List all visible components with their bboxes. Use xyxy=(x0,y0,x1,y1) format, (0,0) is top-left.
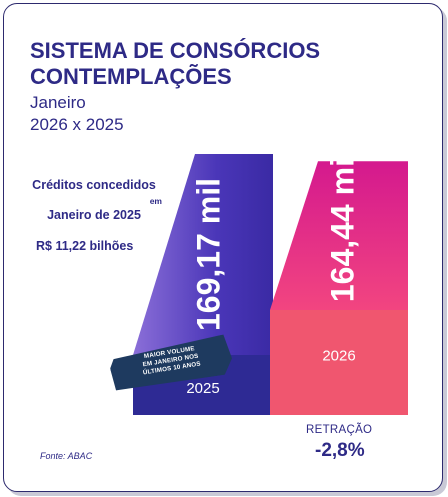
bar-category-label: 2026 xyxy=(322,348,355,365)
subtitle-line-2: 2026 x 2025 xyxy=(30,115,124,134)
summary-label: RETRAÇÃO xyxy=(306,424,373,436)
credits-info: Créditos concedidos em Janeiro de 2025 xyxy=(20,178,168,222)
credits-line-1: Créditos concedidos xyxy=(32,178,156,192)
bar-value-label: 169,17 mil xyxy=(190,178,226,331)
bar-value-label: 164,44 mil xyxy=(324,149,360,302)
subtitle: Janeiro 2026 x 2025 xyxy=(30,92,124,136)
bar-2026-base xyxy=(270,310,408,415)
title-line-1: SISTEMA DE CONSÓRCIOS xyxy=(30,38,321,63)
summary-value: -2,8% xyxy=(315,440,365,461)
title-line-2: CONTEMPLAÇÕES xyxy=(30,64,232,89)
bar-2025-top xyxy=(133,153,273,355)
credits-line-2: Janeiro de 2025 xyxy=(47,208,141,222)
page-title: SISTEMA DE CONSÓRCIOS CONTEMPLAÇÕES xyxy=(30,38,370,90)
source-note: Fonte: ABAC xyxy=(40,451,93,461)
bar-category-label: 2025 xyxy=(186,380,219,397)
bar-2026-top xyxy=(270,161,408,310)
subtitle-line-1: Janeiro xyxy=(30,93,86,112)
credits-em: em xyxy=(149,196,162,206)
credits-amount: R$ 11,22 bilhões xyxy=(36,239,134,253)
